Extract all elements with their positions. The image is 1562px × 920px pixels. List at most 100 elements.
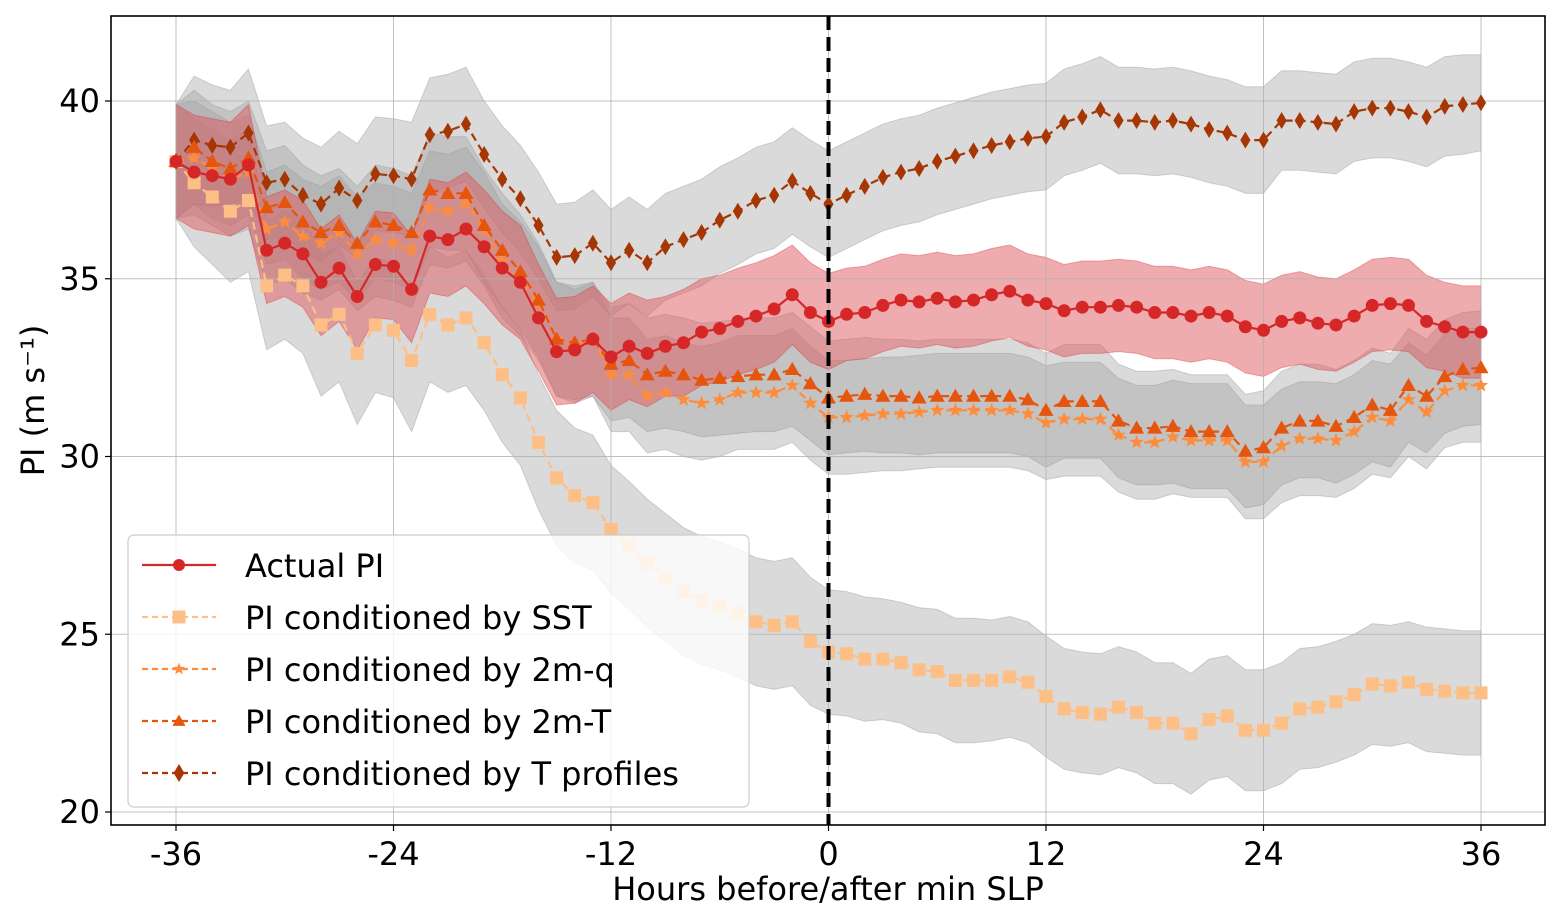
data-point — [1455, 377, 1470, 392]
data-point — [1111, 413, 1126, 427]
y-axis-label: PI (m s⁻¹) — [14, 325, 52, 477]
data-point — [1238, 320, 1252, 334]
data-point — [1130, 300, 1144, 314]
data-point — [857, 386, 873, 400]
data-point — [1274, 438, 1289, 452]
series-pi-conditioned-by-sst — [169, 154, 1488, 741]
data-point — [731, 314, 745, 328]
data-point — [877, 168, 888, 186]
data-point — [406, 170, 417, 188]
data-point — [1401, 392, 1416, 406]
data-point — [349, 235, 365, 249]
data-point — [1310, 431, 1325, 445]
data-point — [1365, 298, 1379, 312]
data-point — [1057, 411, 1072, 426]
data-point — [459, 222, 473, 236]
data-point — [405, 282, 419, 296]
data-point — [586, 332, 600, 346]
data-point — [1202, 306, 1216, 320]
data-point — [1021, 675, 1035, 689]
data-point — [332, 225, 347, 239]
data-point — [440, 203, 455, 218]
data-point — [332, 261, 346, 275]
data-point — [657, 363, 673, 377]
legend-label: PI conditioned by SST — [245, 599, 592, 637]
data-point — [604, 522, 618, 536]
data-point — [658, 339, 672, 353]
data-point — [985, 288, 999, 302]
data-point — [748, 367, 764, 381]
x-tick-label: 0 — [818, 835, 838, 873]
data-point — [387, 323, 400, 337]
data-point — [1021, 293, 1035, 307]
data-point — [1349, 103, 1360, 121]
data-point — [640, 346, 654, 360]
data-point — [839, 409, 854, 424]
data-point — [712, 392, 727, 406]
data-point — [423, 229, 437, 243]
legend-marker — [172, 610, 186, 624]
data-point — [259, 221, 274, 235]
data-point — [1185, 115, 1197, 133]
data-point — [1420, 314, 1434, 328]
data-point — [840, 647, 854, 661]
data-point — [912, 404, 927, 419]
data-point — [1167, 112, 1178, 130]
data-point — [1347, 424, 1362, 438]
data-point — [785, 615, 799, 629]
x-tick-label: 24 — [1243, 835, 1284, 873]
data-point — [242, 194, 255, 208]
data-point — [1183, 424, 1199, 438]
data-point — [1003, 284, 1017, 298]
data-point — [386, 217, 401, 232]
data-point — [424, 126, 435, 144]
data-point — [1022, 129, 1033, 147]
data-point — [894, 656, 908, 670]
data-point — [223, 172, 237, 186]
data-point — [1149, 113, 1160, 131]
data-point — [929, 388, 945, 402]
data-point — [1402, 675, 1415, 689]
x-tick-label: 36 — [1461, 835, 1502, 873]
data-point — [350, 290, 364, 304]
data-point — [222, 161, 238, 175]
data-point — [1365, 677, 1379, 691]
data-point — [225, 138, 236, 156]
data-point — [495, 253, 510, 267]
data-point — [1293, 702, 1307, 716]
data-point — [948, 402, 963, 417]
data-point — [1093, 707, 1107, 721]
data-point — [1111, 427, 1126, 442]
data-point — [1202, 713, 1216, 727]
data-point — [805, 184, 816, 202]
data-point — [1311, 700, 1325, 714]
data-point — [187, 165, 201, 179]
data-point — [803, 395, 818, 410]
data-point — [313, 225, 329, 239]
data-point — [694, 372, 710, 386]
y-tick-label: 30 — [59, 438, 100, 476]
data-point — [1165, 429, 1180, 443]
series-pi-conditioned-by-2m-q — [168, 150, 1489, 468]
data-point — [639, 367, 655, 381]
data-point — [243, 124, 254, 142]
data-point — [1074, 393, 1090, 408]
data-point — [388, 167, 399, 185]
data-point — [1075, 300, 1089, 314]
data-point — [314, 275, 328, 289]
data-point — [513, 391, 527, 405]
data-point — [624, 241, 635, 259]
data-point — [803, 306, 817, 320]
data-point — [1457, 96, 1468, 114]
legend-marker — [172, 714, 186, 726]
data-point — [532, 435, 545, 449]
data-point — [1383, 297, 1397, 311]
data-point — [278, 236, 292, 250]
data-point — [1385, 99, 1396, 117]
data-point — [1020, 392, 1036, 406]
data-point — [459, 311, 473, 325]
data-point — [749, 309, 763, 323]
data-point — [1438, 684, 1452, 698]
data-point — [1238, 454, 1253, 468]
data-point — [911, 390, 927, 404]
